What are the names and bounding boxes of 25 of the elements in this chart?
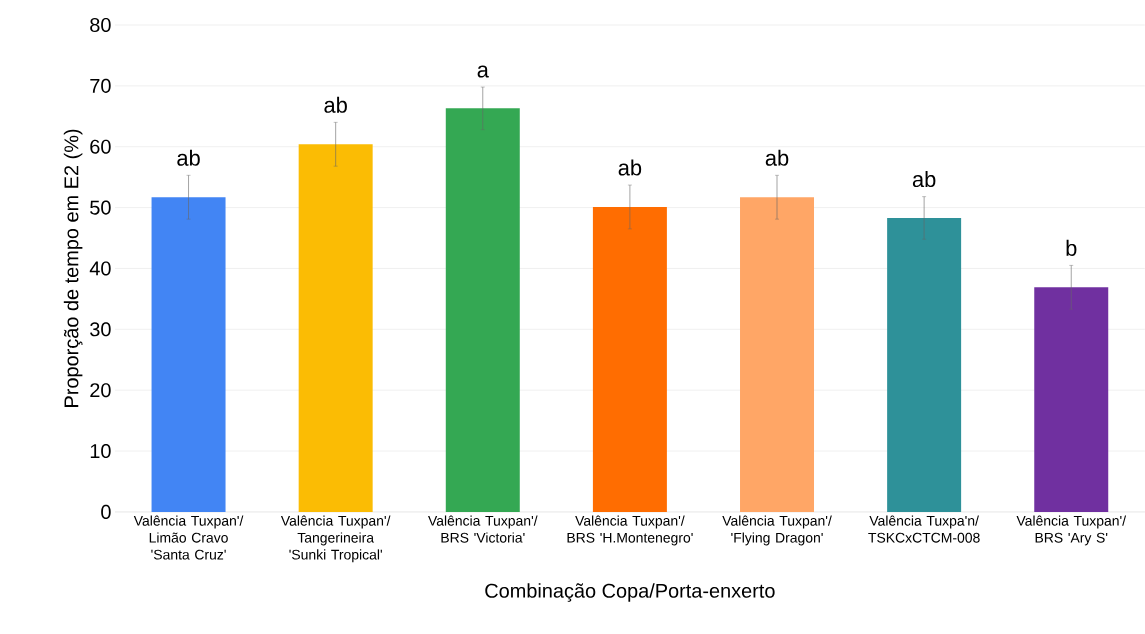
x-tick-label: Valência Tuxpan'/ 'Flying Dragon' (722, 515, 832, 546)
y-tick-label: 0 (101, 504, 111, 519)
annotation: ab (177, 149, 200, 166)
x-tick-label: Valência Tuxpan'/ BRS 'Victoria' (428, 515, 538, 543)
x-tick-label: Valência Tuxpan'/ Limão Cravo 'Santa Cruz' (133, 515, 244, 560)
y-tick-label: 20 (90, 383, 111, 398)
y-tick-label: 40 (89, 261, 111, 276)
annotation: ab (324, 96, 347, 113)
y-tick-label: 70 (90, 78, 111, 93)
annotation: a (477, 65, 489, 78)
x-tick-label: Valência Tuxpa'n/ TSKCxCTCM-008 (868, 515, 980, 543)
x-tick-label: Valência Tuxpan'/ BRS 'Ary S' (1016, 515, 1127, 546)
x-tick-label: Valência Tuxpan'/ Tangerineira 'Sunki Tropical' (280, 515, 391, 563)
y-tick-label: 30 (90, 322, 111, 337)
x-axis-title: Combinação Copa/Porta-enxerto (485, 583, 775, 602)
annotation: ab (912, 171, 936, 188)
x-tick-label: Valência Tuxpan'/ BRS 'H.Montenegro' (567, 515, 693, 546)
y-axis-title: Proporção de tempo em E2 (%) (63, 129, 83, 407)
y-tick-label: 80 (90, 17, 111, 33)
annotation: b (1066, 239, 1077, 256)
y-tick-label: 60 (90, 139, 111, 154)
y-tick-label: 10 (90, 444, 111, 459)
y-tick-label: 50 (90, 200, 111, 215)
annotation: ab (618, 159, 642, 176)
annotation: ab (765, 149, 789, 166)
